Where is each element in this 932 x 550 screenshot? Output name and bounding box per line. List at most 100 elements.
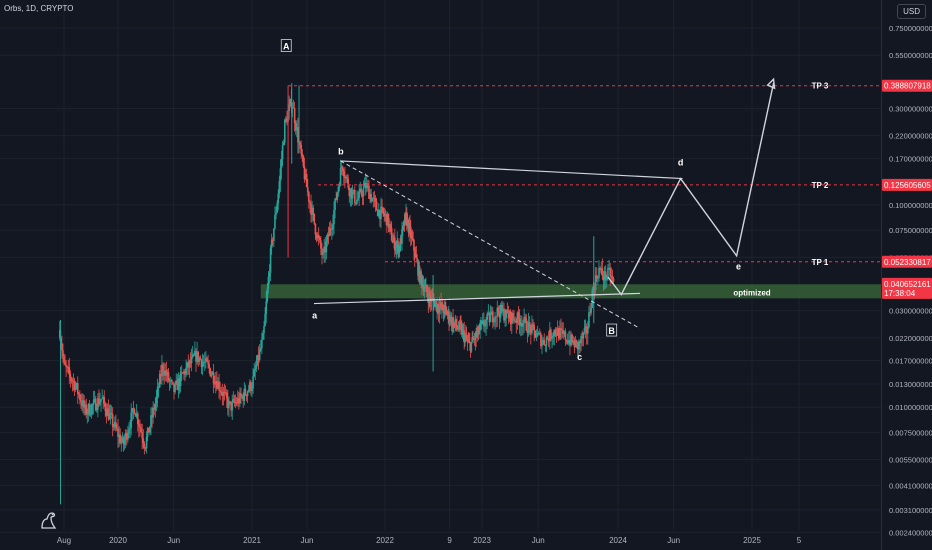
candle-body [118, 434, 120, 437]
candle-body [409, 223, 411, 227]
x-tick-label: Jun [167, 536, 180, 545]
candle-body [391, 240, 394, 243]
current-price-text: 0.040652161 [884, 280, 931, 289]
wave-label: d [678, 158, 684, 168]
candle-body [91, 404, 94, 406]
candle-body [594, 275, 597, 291]
candle-body [395, 244, 398, 248]
candle-body [190, 356, 193, 364]
candle-body [384, 215, 387, 217]
candle-body [117, 428, 119, 437]
candle-body [610, 275, 613, 277]
candle-body [493, 321, 495, 323]
candle-body [210, 374, 213, 377]
candle-body [573, 340, 576, 348]
candle-body [552, 335, 554, 338]
candle-body [532, 323, 534, 326]
candle-body [128, 429, 130, 434]
candle-body [332, 224, 334, 229]
candle-body [151, 415, 153, 418]
candle-body [374, 198, 377, 202]
candle-body [499, 305, 502, 318]
target-level-label: TP 1 [812, 258, 829, 267]
candle-body [387, 213, 390, 228]
candle-body [152, 407, 154, 418]
candle-body [383, 213, 386, 217]
candle-body [487, 312, 490, 314]
candle-body [556, 328, 559, 336]
candle-body [132, 408, 135, 410]
candle-body [575, 340, 578, 342]
candle-body [282, 142, 285, 146]
candle-body [252, 376, 254, 389]
x-tick-label: 2025 [743, 536, 761, 545]
candle-body [607, 267, 609, 277]
candle-body [340, 166, 343, 169]
candle-body [537, 333, 540, 334]
candle-body [129, 427, 131, 430]
candle-body [92, 399, 95, 405]
candle-body [169, 380, 172, 381]
candle-body [394, 237, 396, 251]
candle-body [348, 187, 351, 197]
candle-body [267, 276, 270, 289]
candle-body [107, 408, 110, 420]
candle-body [195, 350, 197, 362]
candle-body [313, 213, 316, 224]
candle-body [316, 234, 319, 239]
candle-body [597, 277, 599, 279]
currency-button[interactable]: USD [897, 4, 926, 19]
candle-body [557, 328, 560, 339]
candle-body [446, 314, 449, 316]
candle-body [188, 360, 191, 368]
candle-body [247, 389, 250, 392]
candle-body [456, 325, 458, 328]
candle-body [71, 380, 74, 382]
candle-body [449, 321, 451, 323]
candle-body [591, 289, 594, 308]
candle-body [131, 408, 134, 413]
candle-body [185, 367, 187, 375]
candle-body [206, 358, 208, 362]
candle-body [412, 238, 414, 241]
candle-body [269, 247, 272, 273]
candle-body [357, 198, 359, 200]
candle-body [220, 391, 223, 393]
y-tick-label: 0.017000000 [889, 356, 932, 365]
candle-body [214, 381, 217, 385]
candle-body [124, 432, 127, 440]
candle-body [265, 301, 268, 315]
candle-body [145, 436, 148, 449]
candle-body [611, 275, 614, 279]
price-tag-text: 0.052330817 [884, 258, 931, 267]
chart-grid [0, 0, 881, 533]
candle-body [230, 402, 232, 411]
candle-body [314, 223, 317, 235]
candle-body [155, 396, 158, 404]
candle-body [497, 307, 500, 313]
candle-body [135, 413, 138, 417]
candle-body [363, 182, 366, 188]
x-tick-label: 9 [447, 536, 452, 545]
candle-body [178, 378, 181, 386]
candle-body [61, 343, 63, 351]
candle-body [502, 308, 504, 312]
candle-body [304, 174, 307, 180]
candle-body [200, 359, 203, 368]
candle-body [253, 370, 255, 377]
price-tag-bg [882, 255, 932, 268]
candle-body [161, 364, 163, 377]
wave-label: A [283, 42, 290, 52]
candle-body [98, 398, 100, 405]
candle-body [66, 366, 68, 368]
candle-body [480, 321, 483, 325]
candle-body [97, 398, 99, 410]
candle-body [413, 250, 416, 258]
candle-body [234, 402, 237, 403]
candle-body [369, 193, 371, 199]
candle-body [85, 404, 88, 415]
candle-body [324, 246, 327, 253]
candle-body [578, 341, 580, 350]
candle-body [444, 305, 446, 307]
